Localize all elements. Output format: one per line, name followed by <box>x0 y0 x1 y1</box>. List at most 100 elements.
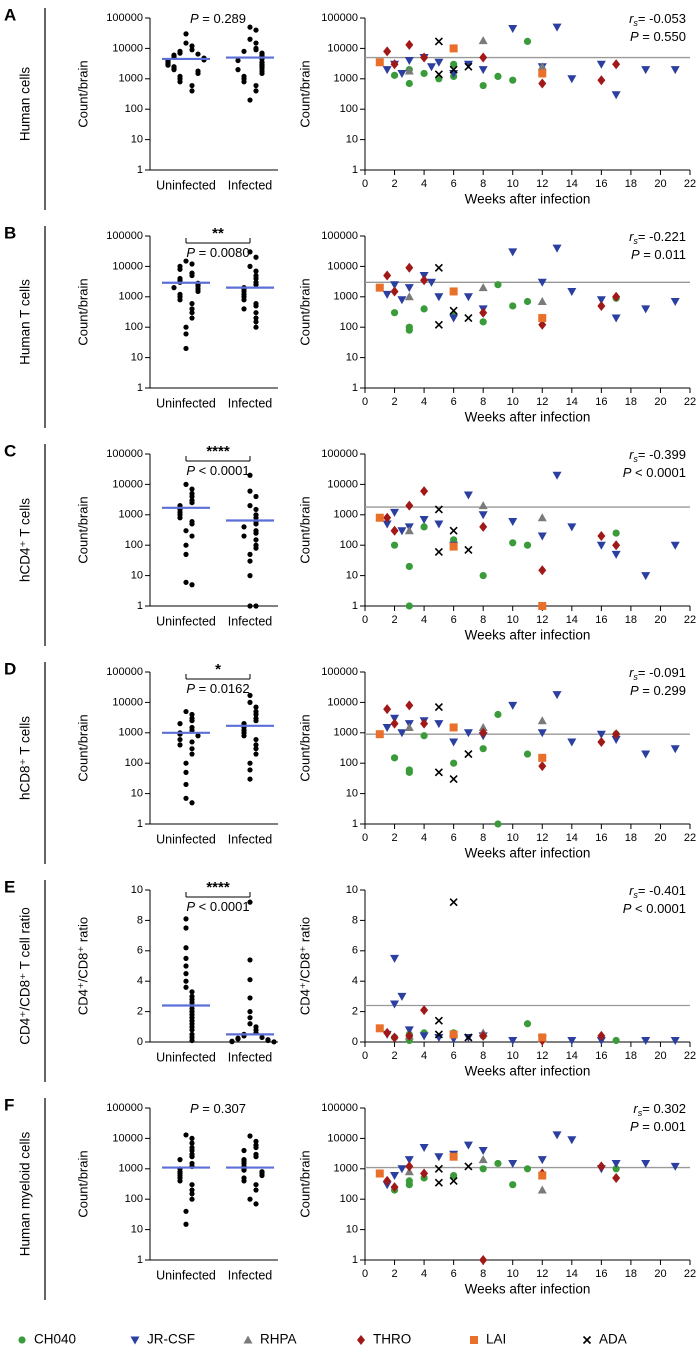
statistic: rs= -0.053 <box>629 11 686 28</box>
significance-bracket <box>185 238 251 244</box>
x-tick-label: 0 <box>362 1050 368 1062</box>
x-tick-label: 6 <box>451 614 457 626</box>
data-point <box>253 704 259 710</box>
data-point <box>195 733 201 739</box>
legend-marker <box>582 1335 592 1345</box>
y-tick-label: 100000 <box>321 230 358 242</box>
significance-bracket <box>185 892 251 898</box>
y-tick-label: 100 <box>125 321 143 333</box>
data-point <box>241 1147 247 1154</box>
data-point <box>420 1005 429 1016</box>
data-point <box>253 711 259 718</box>
data-point <box>597 1030 606 1041</box>
x-tick-label: 10 <box>507 1268 519 1280</box>
data-point <box>434 768 443 777</box>
data-point <box>420 305 428 313</box>
data-point <box>189 1191 195 1197</box>
x-tick-label: Uninfected <box>156 178 216 192</box>
data-point <box>189 1154 195 1160</box>
data-point <box>405 323 413 331</box>
x-tick-label: 20 <box>654 832 666 844</box>
data-point <box>611 91 621 100</box>
data-point <box>247 249 253 255</box>
statistic: rs= 0.302 <box>633 1101 686 1118</box>
row-label: hCD8⁺ T cells <box>18 716 33 800</box>
data-point <box>611 736 621 745</box>
data-point <box>253 1182 259 1188</box>
y-tick-label: 100 <box>125 103 143 115</box>
p-symbol: P <box>186 245 195 260</box>
data-point <box>189 746 195 752</box>
data-point <box>463 293 473 302</box>
data-point <box>419 516 429 525</box>
legend-label: RHPA <box>260 1332 297 1347</box>
y-tick-label: 100 <box>125 1193 143 1205</box>
x-tick-label: 6 <box>451 178 457 190</box>
x-tick-label: 2 <box>391 178 397 190</box>
data-point <box>390 1182 399 1193</box>
data-point <box>253 751 259 757</box>
y-axis-label: Count/brain <box>297 1150 312 1217</box>
y-tick-label: 8 <box>352 914 358 926</box>
data-point <box>189 1187 195 1193</box>
y-axis-label: Count/brain <box>75 60 90 127</box>
data-point <box>259 1172 265 1179</box>
data-point <box>537 1156 547 1165</box>
data-point <box>612 529 620 537</box>
stat-subscript: s <box>633 18 638 28</box>
data-point <box>253 530 259 536</box>
y-tick-label: 10000 <box>112 260 143 272</box>
data-point <box>405 602 413 610</box>
x-tick-label: 16 <box>595 1268 607 1280</box>
data-point <box>612 1036 620 1045</box>
data-point <box>420 69 428 78</box>
legend-marker <box>357 1335 365 1345</box>
data-point <box>383 46 392 57</box>
x-tick-label: 6 <box>451 1050 457 1062</box>
data-point <box>434 703 443 712</box>
data-point <box>189 261 195 267</box>
stat-text: = 0.299 <box>639 683 686 698</box>
data-point <box>189 310 195 316</box>
data-point <box>612 1165 620 1173</box>
data-point <box>171 285 177 291</box>
data-point <box>183 708 189 715</box>
legend-label: CH040 <box>34 1332 76 1347</box>
data-point <box>382 723 392 732</box>
data-point <box>449 1152 458 1161</box>
panel-letter: C <box>4 441 16 460</box>
data-point <box>449 542 458 551</box>
data-point <box>523 297 532 306</box>
x-tick-label: Infected <box>228 396 273 410</box>
y-tick-label: 100000 <box>321 1102 358 1114</box>
data-point <box>404 284 414 293</box>
stat-text: < 0.0001 <box>631 465 686 480</box>
y-tick-label: 1000 <box>334 1163 358 1175</box>
data-point <box>253 310 259 316</box>
data-point <box>538 319 547 330</box>
x-tick-label: Infected <box>228 832 273 846</box>
data-point <box>383 704 392 715</box>
x-tick-label: 12 <box>536 832 548 844</box>
data-point <box>189 989 195 995</box>
stat-symbol: P <box>630 1119 639 1134</box>
x-tick-label: 2 <box>391 832 397 844</box>
data-point <box>597 1161 606 1172</box>
data-point <box>189 493 195 500</box>
stat-symbol: r <box>633 1101 638 1116</box>
x-tick-label: 8 <box>480 178 486 190</box>
data-point <box>253 254 259 260</box>
data-point <box>253 315 259 321</box>
x-tick-label: 4 <box>421 1050 427 1062</box>
data-point <box>253 746 259 752</box>
data-point <box>189 1140 195 1146</box>
data-point <box>404 56 414 65</box>
significance: * <box>215 661 221 678</box>
data-point <box>247 36 253 42</box>
data-point <box>177 297 183 303</box>
data-point <box>611 550 621 559</box>
data-point <box>538 761 547 772</box>
data-point <box>177 79 183 85</box>
data-point <box>538 565 547 576</box>
